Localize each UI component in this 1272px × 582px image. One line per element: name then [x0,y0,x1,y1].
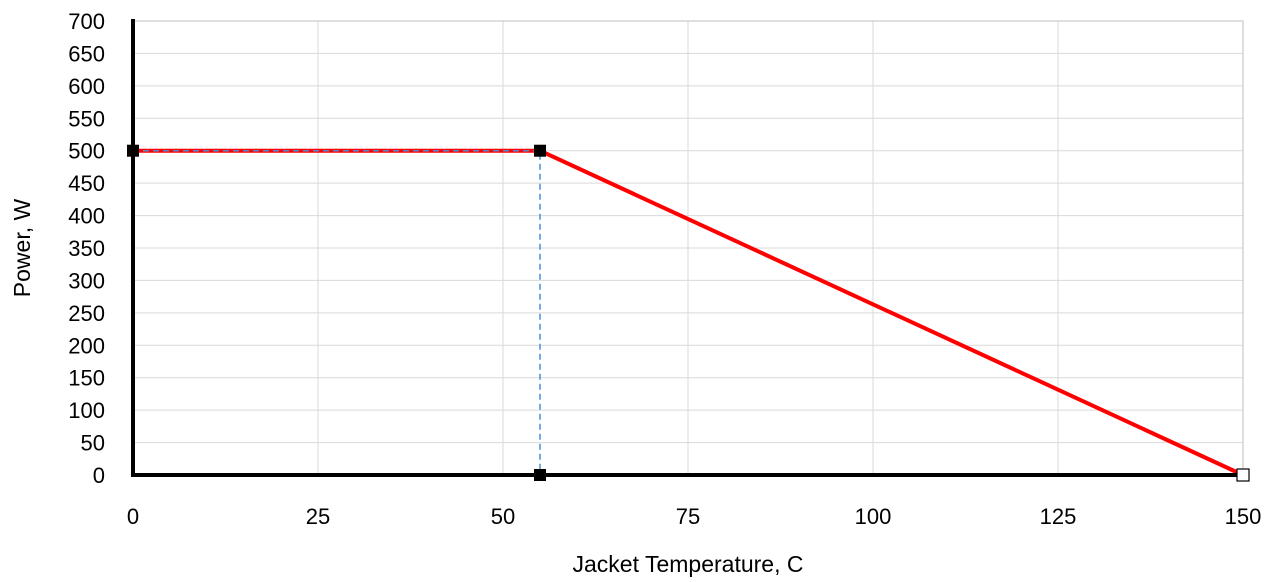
grid [132,20,1244,476]
x-tick-label: 100 [855,504,892,529]
y-tick-label: 200 [68,333,105,358]
y-tick-label: 0 [93,463,105,488]
data-marker [1236,468,1250,482]
y-tick-label: 500 [68,139,105,164]
y-tick-label: 400 [68,204,105,229]
y-tick-label: 50 [81,431,105,456]
x-tick-label: 25 [306,504,330,529]
data-marker [534,144,546,157]
x-tick-label: 150 [1225,504,1262,529]
y-tick-label: 250 [68,301,105,326]
axes [131,19,1243,477]
y-tick-label: 350 [68,236,105,261]
x-tick-label: 50 [491,504,515,529]
x-tick-label: 75 [676,504,700,529]
markers-layer [127,144,1250,482]
x-axis-title: Jacket Temperature, C [573,551,804,577]
dashed-series-line [133,149,541,475]
y-tick-label: 550 [68,106,105,131]
data-marker [127,144,139,157]
data-marker [534,469,546,481]
y-tick-label: 300 [68,268,105,293]
x-tick-label: 125 [1040,504,1077,529]
y-axis-title: Power, W [9,199,35,298]
y-tick-label: 700 [68,9,105,34]
y-tick-label: 100 [68,398,105,423]
y-tick-label: 150 [68,366,105,391]
x-tick-label: 0 [127,504,139,529]
y-tick-label: 600 [68,74,105,99]
y-tick-label: 650 [68,41,105,66]
y-tick-label: 450 [68,171,105,196]
tick-labels: 0501001502002503003504004505005506006507… [68,9,1261,529]
